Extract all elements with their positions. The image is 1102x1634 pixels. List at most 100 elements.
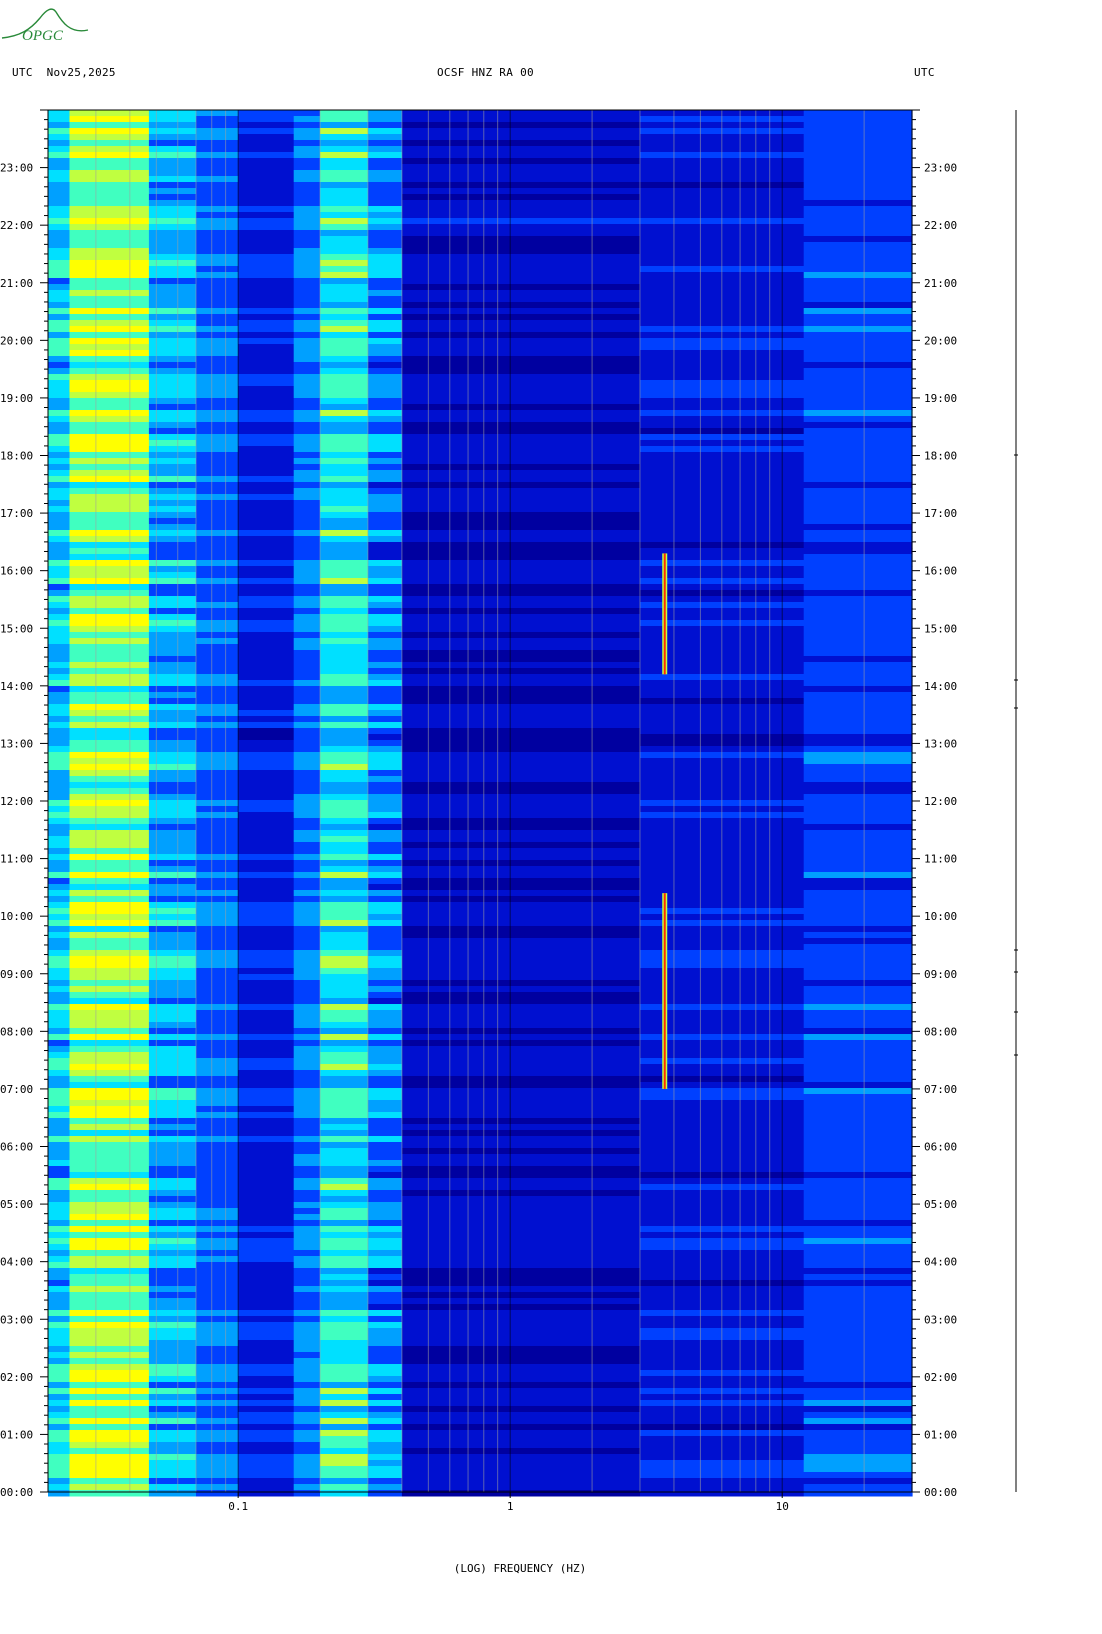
heatmap-cell xyxy=(293,1004,321,1011)
heatmap-cell xyxy=(401,530,641,537)
heatmap-cell xyxy=(238,194,295,201)
heatmap-cell xyxy=(367,974,403,981)
heatmap-cell xyxy=(69,698,150,705)
heatmap-cell xyxy=(803,188,913,195)
heatmap-cell xyxy=(238,1154,295,1161)
heatmap-cell xyxy=(320,716,369,723)
heatmap-cell xyxy=(69,980,150,987)
heatmap-cell xyxy=(48,152,71,159)
heatmap-cell xyxy=(293,296,321,303)
heatmap-cell xyxy=(48,1148,71,1155)
heatmap-cell xyxy=(320,770,369,777)
heatmap-cell xyxy=(293,1106,321,1113)
heatmap-cell xyxy=(401,950,641,957)
heatmap-cell xyxy=(148,608,197,615)
heatmap-cell xyxy=(196,1484,239,1491)
heatmap-cell xyxy=(148,152,197,159)
heatmap-cell xyxy=(238,140,295,147)
heatmap-cell xyxy=(293,1382,321,1389)
heatmap-cell xyxy=(196,1058,239,1065)
heatmap-cell xyxy=(238,626,295,633)
heatmap-cell xyxy=(803,1232,913,1239)
heatmap-cell xyxy=(803,788,913,795)
heatmap-cell xyxy=(69,1154,150,1161)
heatmap-cell xyxy=(48,968,71,975)
heatmap-cell xyxy=(803,1388,913,1395)
heatmap-cell xyxy=(196,638,239,645)
heatmap-cell xyxy=(196,1388,239,1395)
heatmap-cell xyxy=(196,1076,239,1083)
heatmap-cell xyxy=(196,1088,239,1095)
heatmap-cell xyxy=(238,854,295,861)
heatmap-cell xyxy=(401,392,641,399)
heatmap-cell xyxy=(367,344,403,351)
heatmap-cell xyxy=(48,194,71,201)
heatmap-cell xyxy=(238,170,295,177)
heatmap-cell xyxy=(367,320,403,327)
heatmap-cell xyxy=(48,1226,71,1233)
heatmap-cell xyxy=(293,734,321,741)
heatmap-cell xyxy=(69,710,150,717)
heatmap-cell xyxy=(48,1280,71,1287)
heatmap-cell xyxy=(196,998,239,1005)
heatmap-cell xyxy=(238,590,295,597)
heatmap-cell xyxy=(367,1412,403,1419)
heatmap-cell xyxy=(367,164,403,171)
heatmap-cell xyxy=(320,566,369,573)
heatmap-cell xyxy=(196,158,239,165)
heatmap-cell xyxy=(803,1370,913,1377)
heatmap-cell xyxy=(69,626,150,633)
heatmap-cell xyxy=(320,200,369,207)
heatmap-cell xyxy=(69,1106,150,1113)
heatmap-cell xyxy=(238,482,295,489)
heatmap-cell xyxy=(367,260,403,267)
heatmap-cell xyxy=(803,212,913,219)
heatmap-cell xyxy=(320,986,369,993)
heatmap-cell xyxy=(238,752,295,759)
heatmap-cell xyxy=(196,380,239,387)
heatmap-cell xyxy=(803,1022,913,1029)
heatmap-cell xyxy=(238,1340,295,1347)
heatmap-cell xyxy=(148,1442,197,1449)
heatmap-cell xyxy=(69,536,150,543)
heatmap-cell xyxy=(196,134,239,141)
heatmap-cell xyxy=(367,1130,403,1137)
heatmap-cell xyxy=(148,1106,197,1113)
heatmap-cell xyxy=(367,1364,403,1371)
heatmap-cell xyxy=(401,968,641,975)
heatmap-cell xyxy=(69,608,150,615)
heatmap-cell xyxy=(803,530,913,537)
heatmap-cell xyxy=(293,176,321,183)
heatmap-cell xyxy=(367,1040,403,1047)
heatmap-cell xyxy=(148,818,197,825)
heatmap-cell xyxy=(69,314,150,321)
heatmap-cell xyxy=(196,392,239,399)
heatmap-cell xyxy=(48,1196,71,1203)
heatmap-cell xyxy=(148,1028,197,1035)
heatmap-cell xyxy=(48,554,71,561)
heatmap-cell xyxy=(148,1358,197,1365)
heatmap-cell xyxy=(48,1268,71,1275)
heatmap-cell xyxy=(367,1118,403,1125)
heatmap-cell xyxy=(69,542,150,549)
heatmap-cell xyxy=(238,1370,295,1377)
heatmap-cell xyxy=(401,896,641,903)
heatmap-cell xyxy=(803,122,913,129)
heatmap-cell xyxy=(196,422,239,429)
heatmap-cell xyxy=(148,218,197,225)
heatmap-cell xyxy=(48,1172,71,1179)
heatmap-cell xyxy=(238,1058,295,1065)
heatmap-cell xyxy=(69,176,150,183)
heatmap-cell xyxy=(293,1016,321,1023)
heatmap-cell xyxy=(238,1118,295,1125)
heatmap-cell xyxy=(367,854,403,861)
heatmap-cell xyxy=(196,1034,239,1041)
heatmap-cell xyxy=(293,1322,321,1329)
heatmap-cell xyxy=(48,182,71,189)
heatmap-cell xyxy=(293,386,321,393)
heatmap-cell xyxy=(401,704,641,711)
heatmap-cell xyxy=(196,314,239,321)
heatmap-cell xyxy=(320,1370,369,1377)
heatmap-cell xyxy=(69,806,150,813)
heatmap-cell xyxy=(196,206,239,213)
